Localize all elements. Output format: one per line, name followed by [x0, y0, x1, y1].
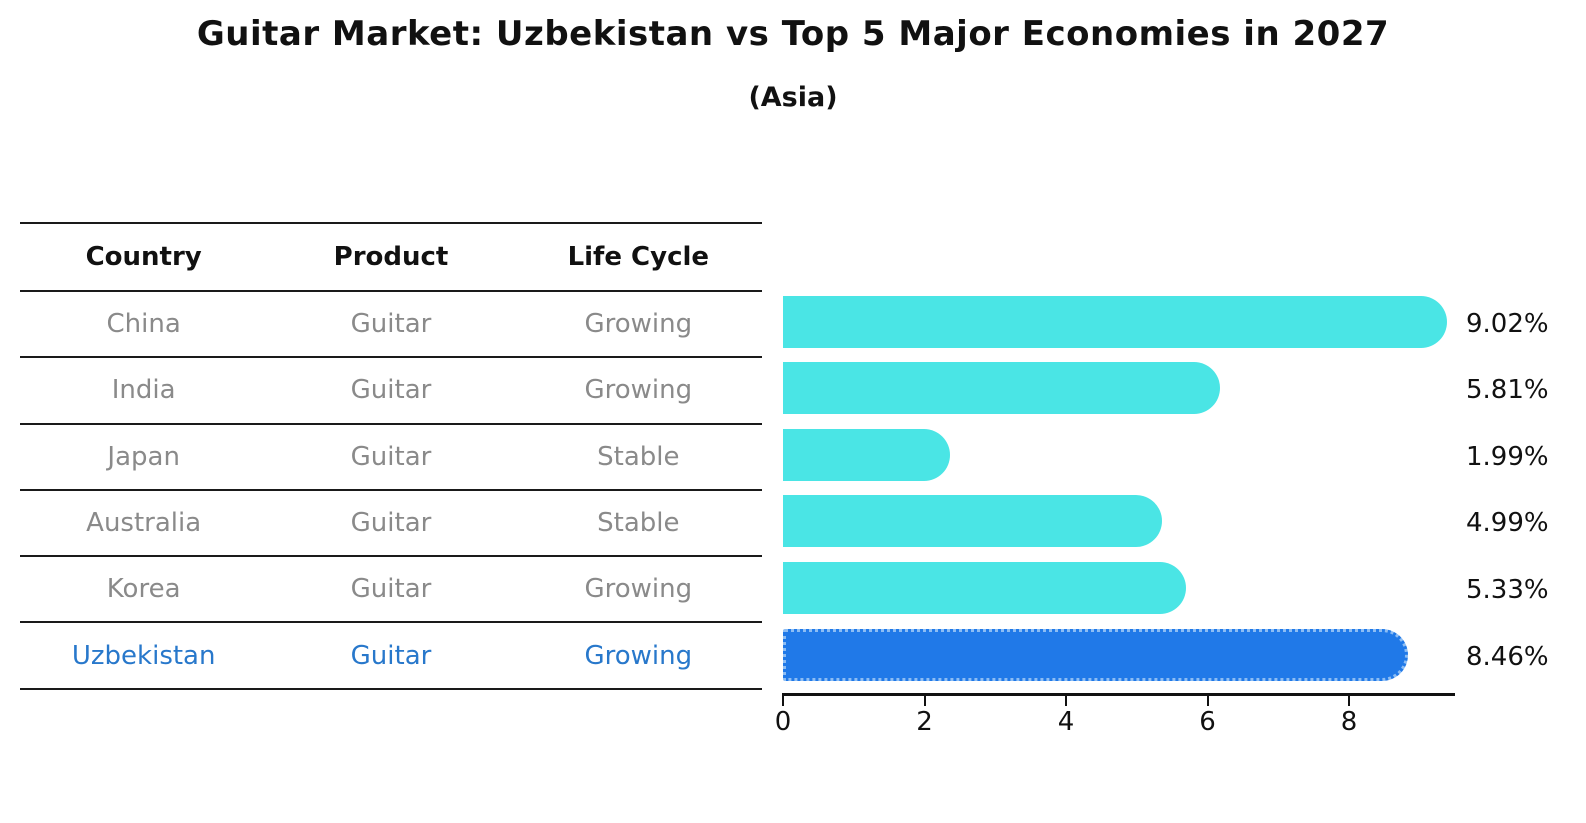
country-table: Country Product Life Cycle China Guitar … [20, 222, 762, 690]
bar-india [783, 362, 1221, 414]
table-row-china: China Guitar Growing [20, 292, 762, 359]
table-row-india: India Guitar Growing [20, 358, 762, 425]
table-header-row: Country Product Life Cycle [20, 224, 762, 292]
x-axis-tick [1206, 693, 1209, 706]
cell-product: Guitar [350, 309, 432, 340]
table-row-japan: Japan Guitar Stable [20, 425, 762, 491]
table-row-australia: Australia Guitar Stable [20, 491, 762, 558]
cell-life-cycle: Stable [597, 508, 680, 539]
cell-life-cycle: Growing [584, 309, 693, 340]
x-axis-tick-label: 2 [916, 707, 933, 737]
cell-product: Guitar [350, 640, 432, 671]
x-axis-line [783, 693, 1455, 696]
x-axis-tick [782, 693, 784, 706]
bar-korea [783, 562, 1187, 614]
x-axis-tick-label: 0 [774, 707, 792, 737]
value-label-australia: 4.99% [1466, 508, 1549, 538]
cell-country: Uzbekistan [71, 640, 216, 671]
cell-country: Japan [107, 441, 180, 472]
value-label-uzbekistan: 8.46% [1466, 642, 1549, 672]
cell-country: Australia [86, 508, 202, 539]
cell-country: India [111, 375, 176, 406]
x-axis-tick [1348, 693, 1350, 706]
x-axis-tick [1065, 693, 1067, 706]
chart-subtitle: (Asia) [748, 82, 838, 113]
cell-product: Guitar [350, 441, 432, 472]
cell-life-cycle: Stable [597, 441, 680, 472]
bar-australia [783, 495, 1162, 547]
bar-uzbekistan [783, 629, 1408, 681]
cell-country: China [106, 309, 181, 340]
value-label-china: 9.02% [1466, 309, 1549, 339]
cell-product: Guitar [350, 508, 432, 539]
chart-title: Guitar Market: Uzbekistan vs Top 5 Major… [196, 14, 1390, 54]
bar-japan [783, 429, 950, 481]
x-axis-tick [923, 693, 926, 706]
column-header-country: Country [85, 242, 202, 272]
x-axis-tick-label: 6 [1199, 707, 1216, 737]
value-label-korea: 5.33% [1466, 575, 1549, 605]
x-axis-tick-label: 8 [1340, 707, 1358, 737]
x-axis-tick-label: 4 [1057, 707, 1075, 737]
cell-product: Guitar [350, 574, 432, 605]
column-header-life-cycle: Life Cycle [567, 242, 710, 272]
cell-life-cycle: Growing [584, 375, 693, 406]
table-row-uzbekistan: Uzbekistan Guitar Growing [20, 623, 762, 690]
cell-product: Guitar [350, 375, 432, 406]
cell-country: Korea [106, 574, 181, 605]
value-label-india: 5.81% [1466, 375, 1549, 405]
table-row-korea: Korea Guitar Growing [20, 557, 762, 624]
column-header-product: Product [333, 242, 449, 272]
cell-life-cycle: Growing [584, 574, 693, 605]
bar-china [783, 296, 1448, 348]
cell-life-cycle: Growing [584, 640, 693, 671]
value-label-japan: 1.99% [1466, 442, 1549, 472]
